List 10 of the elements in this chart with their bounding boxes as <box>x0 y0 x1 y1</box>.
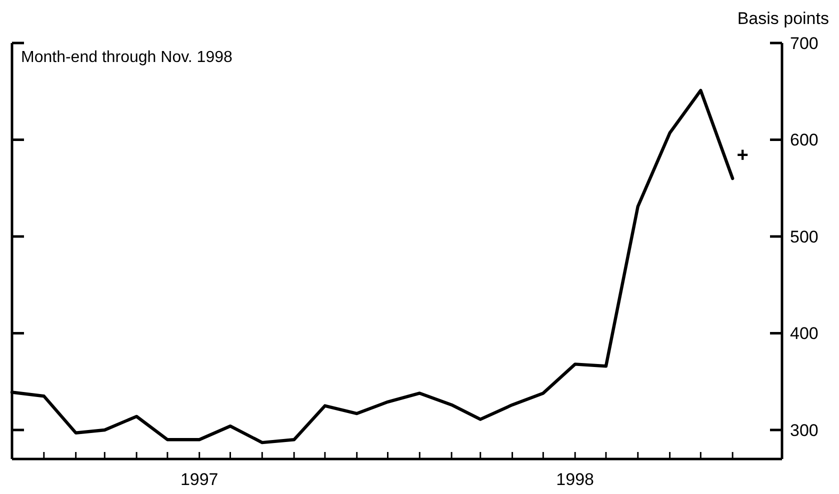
x-tick-label: 1997 <box>180 470 218 489</box>
y-tick-label: 300 <box>790 420 818 440</box>
y-tick-label: 500 <box>790 227 818 246</box>
x-tick-label: 1998 <box>556 470 594 489</box>
y-axis-title: Basis points <box>737 9 829 28</box>
y-tick-label: 700 <box>790 34 818 53</box>
annotation: + <box>736 144 748 166</box>
annotation: Month-end through Nov. 1998 <box>21 49 232 66</box>
y-tick-label: 400 <box>790 324 818 344</box>
y-tick-label: 600 <box>790 130 818 150</box>
